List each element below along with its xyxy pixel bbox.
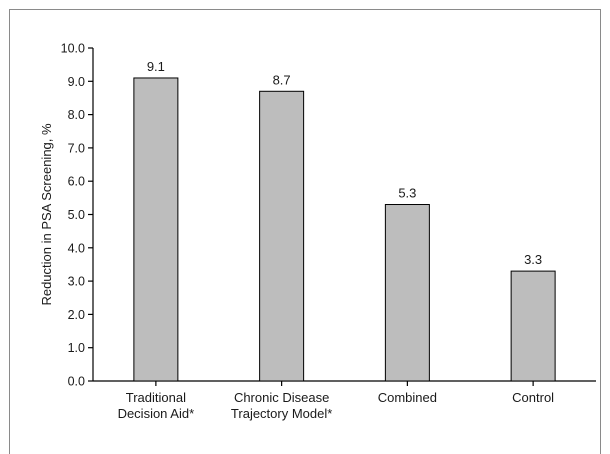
bar-value-label: 8.7: [273, 72, 291, 87]
y-axis-title: Reduction in PSA Screening, %: [39, 123, 54, 306]
x-category-label: Combined: [378, 390, 437, 405]
x-category-label: Chronic Disease Trajectory Model*: [231, 390, 332, 421]
y-tick-label: 4.0: [68, 241, 85, 255]
bar-value-label: 5.3: [398, 186, 416, 201]
y-tick-label: 10.0: [61, 42, 85, 56]
bar: [510, 270, 556, 382]
x-category-label: Control: [512, 390, 554, 405]
y-tick-label: 5.0: [68, 208, 85, 222]
bar: [384, 204, 430, 382]
bar: [259, 90, 305, 382]
y-tick-label: 2.0: [68, 308, 85, 322]
y-tick-label: 8.0: [68, 108, 85, 122]
figure-frame: [9, 9, 601, 454]
y-tick-label: 3.0: [68, 275, 85, 289]
bar: [133, 77, 179, 382]
bar-value-label: 9.1: [147, 59, 165, 74]
y-tick-label: 9.0: [68, 75, 85, 89]
bar-value-label: 3.3: [524, 252, 542, 267]
y-tick-label: 1.0: [68, 341, 85, 355]
x-category-label: Traditional Decision Aid*: [118, 390, 195, 421]
y-tick-label: 6.0: [68, 175, 85, 189]
y-tick-label: 0.0: [68, 375, 85, 389]
y-tick-label: 7.0: [68, 141, 85, 155]
